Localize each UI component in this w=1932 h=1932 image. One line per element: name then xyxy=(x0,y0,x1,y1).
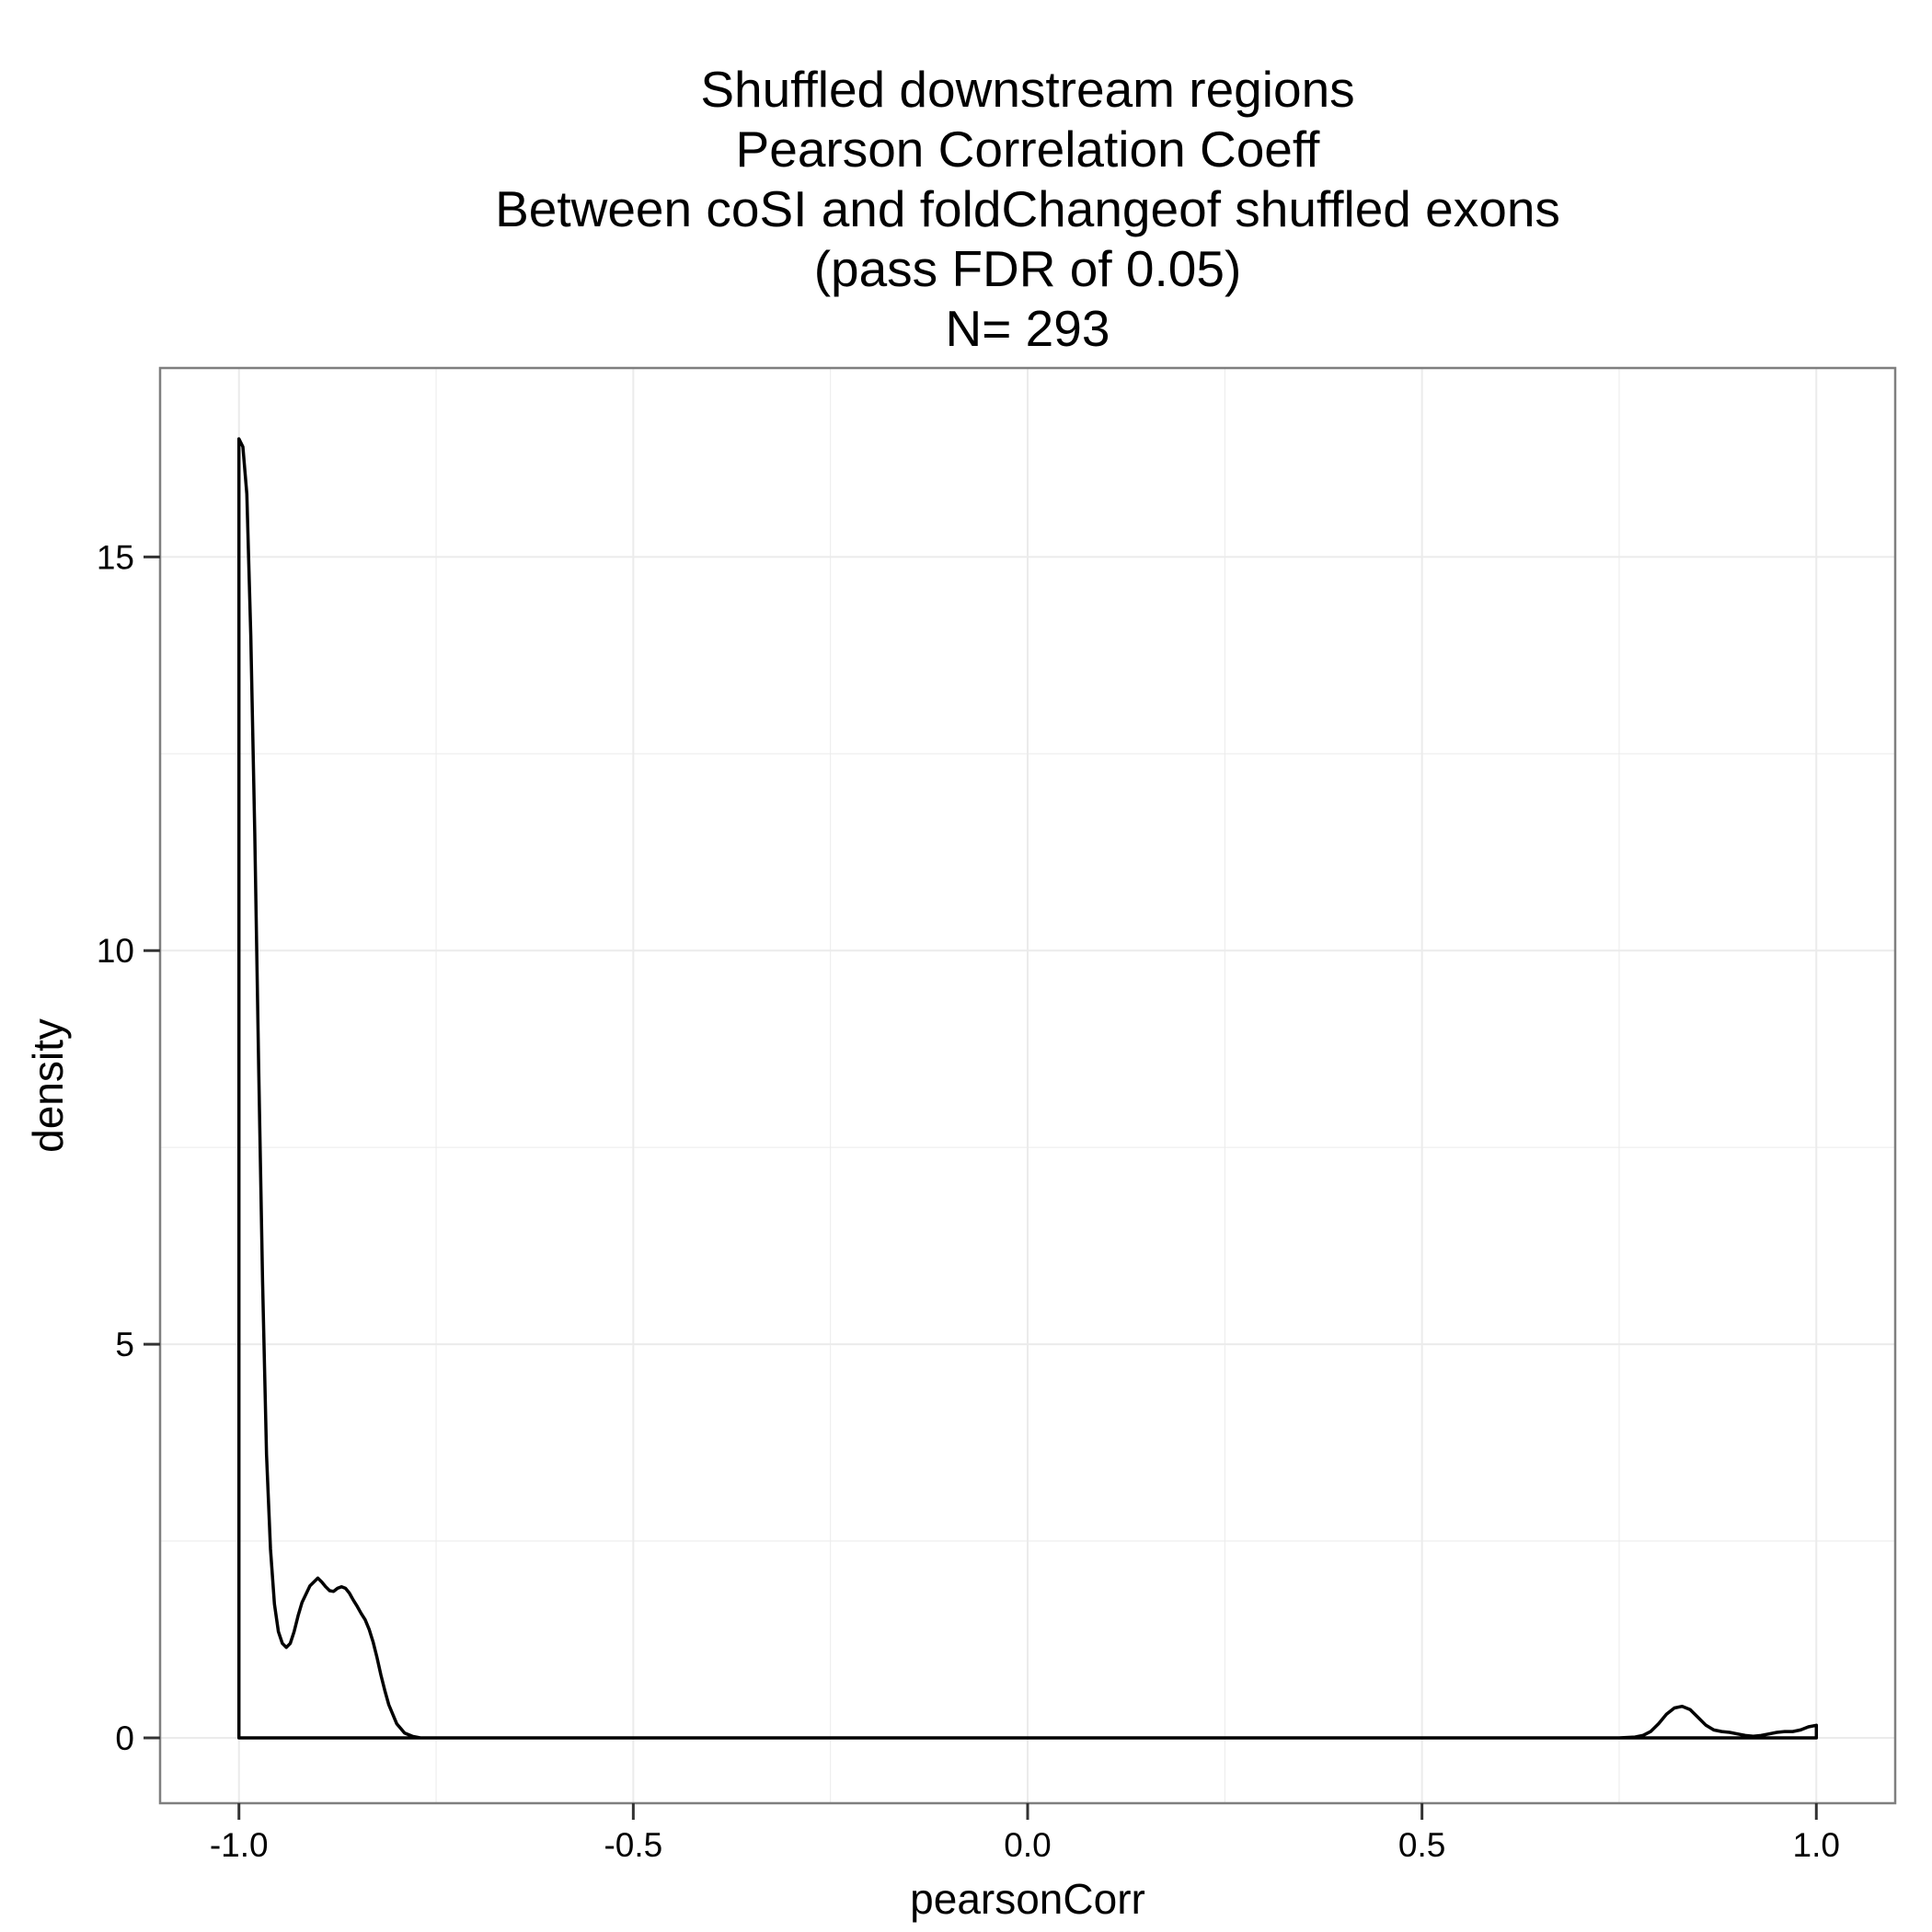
chart-title-line-3: Between coSI and foldChangeof shuffled e… xyxy=(495,180,1560,237)
x-tick-label: -1.0 xyxy=(210,1826,269,1864)
x-axis-label: pearsonCorr xyxy=(910,1875,1145,1923)
x-axis: -1.0 -0.5 0.0 0.5 1.0 xyxy=(210,1803,1840,1864)
x-tick-label: -0.5 xyxy=(604,1826,662,1864)
density-curve-group xyxy=(236,437,1819,1740)
x-tick-label: 1.0 xyxy=(1793,1826,1840,1864)
grid-lines xyxy=(160,368,1895,1803)
x-tick-label: 0.5 xyxy=(1398,1826,1445,1864)
y-tick-label: 5 xyxy=(115,1326,134,1363)
y-axis: 0 5 10 15 xyxy=(97,538,160,1757)
y-tick-label: 15 xyxy=(97,538,134,576)
chart-title-line-2: Pearson Correlation Coeff xyxy=(736,121,1321,178)
y-axis-label: density xyxy=(24,1018,72,1153)
chart-title-line-4: (pass FDR of 0.05) xyxy=(814,240,1242,297)
chart-title-line-5: N= 293 xyxy=(946,300,1110,357)
chart-title-line-1: Shuffled downstream regions xyxy=(700,61,1354,118)
y-tick-label: 10 xyxy=(97,932,134,970)
x-tick-label: 0.0 xyxy=(1004,1826,1051,1864)
y-tick-label: 0 xyxy=(115,1719,134,1757)
density-curve-1 xyxy=(236,437,1819,1740)
